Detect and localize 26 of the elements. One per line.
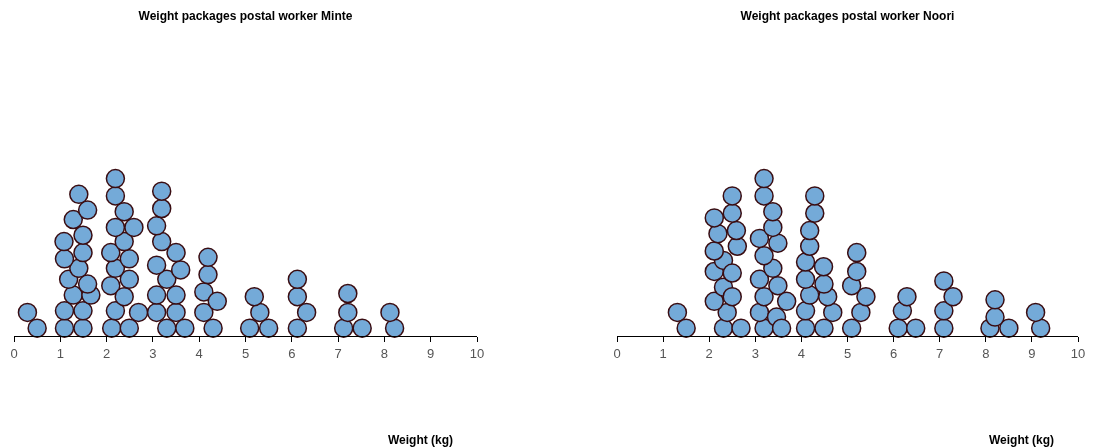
x-tick-label: 7: [936, 345, 944, 361]
x-tick-label: 9: [427, 345, 435, 361]
x-axis-title: Weight (kg): [388, 433, 454, 447]
x-tick-label: 3: [149, 345, 157, 361]
chart-title: Weight packages postal worker Noori: [740, 9, 955, 24]
x-tick-label: 0: [10, 345, 18, 361]
x-tick-label: 2: [705, 345, 713, 361]
x-tick-label: 5: [241, 345, 250, 361]
x-tick-label: 0: [613, 345, 621, 361]
x-tick-label: 1: [56, 345, 64, 361]
x-tick-label: 6: [288, 345, 296, 361]
x-tick-label: 1: [659, 345, 667, 361]
x-tick-label: 10: [469, 345, 485, 361]
x-tick-label: 5: [843, 345, 852, 361]
x-tick-label: 7: [334, 345, 342, 361]
chart-title: Weight packages postal worker Minte: [138, 9, 353, 24]
x-axis-title: Weight (kg): [989, 433, 1055, 447]
x-tick-label: 10: [1070, 345, 1086, 361]
x-tick-label: 8: [380, 345, 389, 361]
x-tick-label: 2: [102, 345, 111, 361]
x-tick-label: 4: [797, 345, 806, 361]
x-tick-label: 8: [982, 345, 990, 361]
x-tick-label: 9: [1028, 345, 1036, 361]
x-tick-label: 3: [751, 345, 759, 361]
x-tick-label: 4: [195, 345, 203, 361]
x-tick-label: 6: [889, 345, 898, 361]
